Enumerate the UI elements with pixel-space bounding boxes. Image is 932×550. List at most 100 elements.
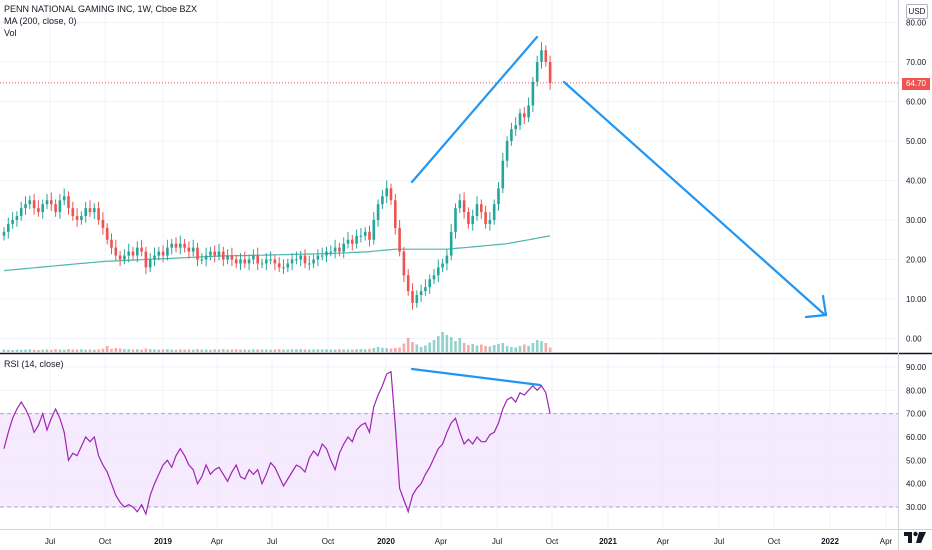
candle bbox=[368, 225, 371, 247]
candle-body bbox=[187, 247, 191, 252]
currency-button[interactable]: USD bbox=[906, 4, 928, 19]
candle-body bbox=[256, 255, 259, 264]
candle-body bbox=[432, 275, 436, 280]
candle-body bbox=[480, 204, 483, 213]
volume-bar bbox=[50, 349, 53, 352]
volume-bar bbox=[67, 349, 70, 352]
candle bbox=[325, 246, 328, 263]
candle bbox=[419, 284, 423, 302]
volume-bar bbox=[204, 349, 208, 352]
candle bbox=[105, 223, 109, 245]
volume-bar bbox=[531, 343, 535, 352]
volume-bar bbox=[544, 343, 548, 352]
time-tick-label: Apr bbox=[657, 537, 670, 546]
candle-body bbox=[462, 200, 466, 213]
candle bbox=[406, 268, 410, 296]
candle bbox=[127, 243, 130, 263]
candle bbox=[67, 191, 70, 215]
volume-bar bbox=[488, 346, 492, 352]
volume-bar bbox=[540, 341, 543, 352]
volume-bar bbox=[93, 349, 96, 352]
candle bbox=[161, 245, 165, 263]
candle bbox=[174, 237, 178, 253]
time-tick-label: 2020 bbox=[377, 537, 395, 546]
candle-body bbox=[80, 216, 83, 220]
candle-body bbox=[239, 259, 242, 264]
candle bbox=[428, 274, 431, 294]
volume-bar bbox=[273, 349, 277, 352]
last-price-tag: 64.70 bbox=[902, 78, 930, 90]
candle-body bbox=[32, 200, 36, 209]
volume-bar bbox=[484, 346, 487, 352]
volume-bar bbox=[213, 349, 216, 352]
candle bbox=[462, 192, 466, 219]
time-tick-label: 2022 bbox=[821, 537, 839, 546]
candle-body bbox=[342, 243, 345, 252]
candle-body bbox=[449, 231, 453, 256]
candle-body bbox=[41, 204, 44, 213]
volume-bar bbox=[191, 349, 195, 352]
candle-body bbox=[492, 204, 496, 220]
trend-arrowhead bbox=[804, 294, 828, 319]
candle bbox=[88, 200, 92, 217]
volume-bar bbox=[265, 349, 268, 352]
candle bbox=[351, 235, 354, 251]
volume-bar bbox=[299, 349, 302, 352]
candle-body bbox=[174, 243, 178, 248]
trend-line-down bbox=[562, 80, 827, 317]
volume-bar bbox=[80, 349, 83, 352]
volume-bar bbox=[492, 345, 496, 352]
candle-body bbox=[531, 81, 535, 106]
candle bbox=[359, 227, 363, 243]
volume-bar bbox=[153, 349, 156, 352]
volume-bar bbox=[230, 349, 234, 352]
candle-body bbox=[445, 255, 449, 264]
volume-bar bbox=[325, 349, 328, 352]
candle bbox=[32, 193, 36, 215]
tradingview-logo-icon[interactable] bbox=[903, 529, 927, 545]
candle bbox=[19, 201, 23, 221]
candle-body bbox=[247, 259, 251, 264]
volume-bar bbox=[295, 349, 298, 352]
candle bbox=[166, 239, 169, 261]
candle bbox=[80, 211, 83, 225]
volume-bar bbox=[37, 350, 40, 352]
candle bbox=[204, 247, 208, 267]
candle bbox=[497, 182, 500, 211]
candle bbox=[239, 253, 242, 271]
candle bbox=[217, 243, 221, 261]
volume-bar bbox=[183, 349, 186, 352]
candle-body bbox=[183, 243, 186, 248]
candle-body bbox=[252, 255, 255, 260]
volume-bar bbox=[41, 349, 44, 352]
candle bbox=[518, 108, 522, 130]
candle bbox=[338, 242, 341, 257]
time-tick-label: Oct bbox=[322, 537, 335, 546]
candle bbox=[514, 117, 517, 136]
volume-bar bbox=[376, 347, 380, 352]
volume-bar bbox=[24, 349, 27, 352]
volume-bar bbox=[497, 344, 500, 352]
volume-bar bbox=[527, 346, 530, 352]
volume-bar bbox=[140, 349, 143, 352]
trend-drawings[interactable] bbox=[410, 35, 828, 387]
candle bbox=[200, 253, 204, 265]
rsi-tick-label: 80.00 bbox=[906, 386, 927, 395]
candle bbox=[510, 122, 513, 146]
volume-bar bbox=[441, 332, 444, 352]
time-tick-label: Apr bbox=[880, 537, 893, 546]
candle bbox=[2, 227, 6, 241]
candle bbox=[458, 193, 462, 213]
candle-body bbox=[535, 62, 539, 82]
candle-body bbox=[118, 255, 122, 260]
candle bbox=[445, 249, 449, 271]
volume-bar bbox=[123, 349, 126, 352]
candle bbox=[260, 258, 264, 269]
candle-body bbox=[385, 188, 388, 197]
candle-body bbox=[458, 200, 462, 209]
volume-bar bbox=[342, 349, 345, 352]
ma-line bbox=[3, 235, 551, 272]
volume-bar bbox=[462, 343, 466, 352]
